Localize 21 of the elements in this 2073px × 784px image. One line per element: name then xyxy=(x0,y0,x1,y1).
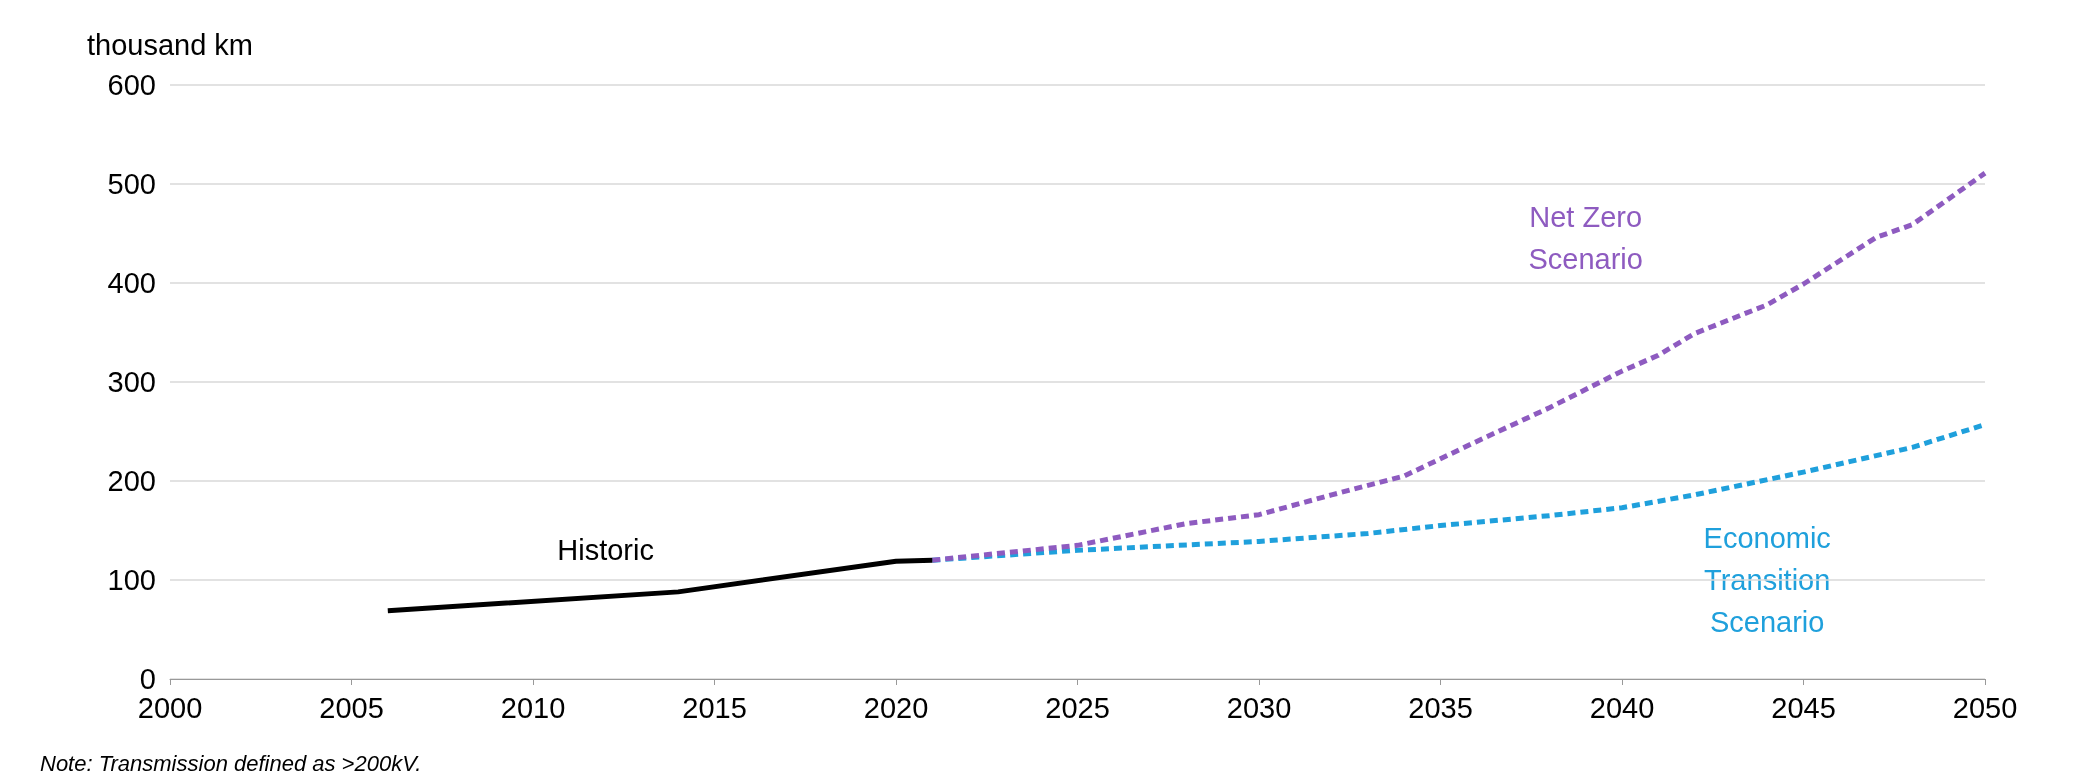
text: Note: Transmission defined as >200kV. xyxy=(40,750,422,776)
x-tick-label: 2030 xyxy=(1226,691,1292,724)
y-axis-title: thousand km xyxy=(86,28,254,61)
y-tick-label: 200 xyxy=(107,465,156,497)
y-tick-label: 300 xyxy=(107,366,156,398)
y-tick-label: 100 xyxy=(107,564,156,596)
x-tick-label: 2010 xyxy=(500,691,566,724)
x-tick-label: 2035 xyxy=(1408,691,1473,724)
text: Net Zero Scenario xyxy=(1528,201,1643,276)
x-tick-label: 2020 xyxy=(863,691,929,724)
x-tick-label: 2040 xyxy=(1589,691,1655,724)
y-tick-label: 400 xyxy=(107,267,156,299)
x-tick-label: 2050 xyxy=(1952,691,2018,724)
series-label: Historic xyxy=(557,534,654,567)
series-label: Economic Transition Scenario xyxy=(1703,522,1831,638)
y-tick-label: 500 xyxy=(107,168,156,200)
x-tick-label: 2045 xyxy=(1771,691,1836,724)
y-tick-label: 600 xyxy=(107,69,156,101)
x-tick-label: 2005 xyxy=(319,691,384,724)
x-tick-label: 2025 xyxy=(1045,691,1110,724)
x-tick-label: 2015 xyxy=(682,691,747,724)
